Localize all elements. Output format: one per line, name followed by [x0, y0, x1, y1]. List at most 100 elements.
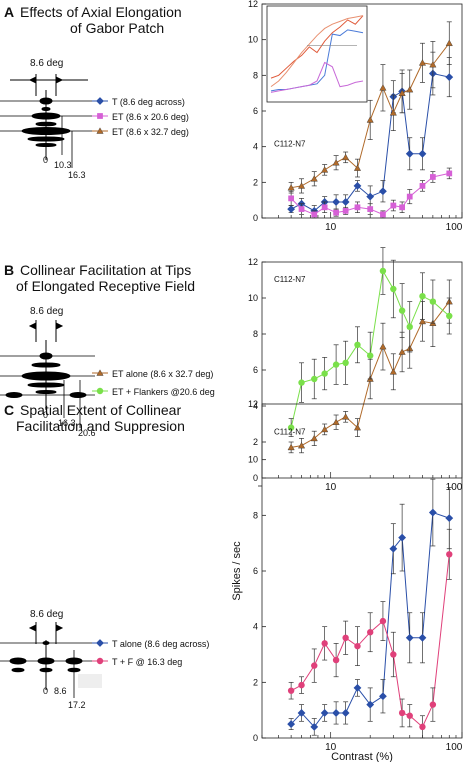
chart-0-series-2-point-1 — [297, 182, 306, 189]
chart-1-xtick-label-0: 10 — [325, 482, 337, 493]
panel-a-title-line2: of Gabor Patch — [70, 20, 165, 36]
panel-a-legend-2: ET (8.6 x 32.7 deg) — [112, 127, 189, 137]
chart-2-series-0-point-1 — [297, 709, 306, 717]
chart-2-xlabel: Contrast (%) — [331, 751, 393, 762]
chart-0-ytick-label-6: 12 — [248, 0, 258, 9]
chart-1-series-1-point-4 — [332, 361, 340, 368]
chart-2-series-0-point-0 — [287, 720, 296, 728]
schematic-b — [0, 320, 95, 428]
panel-a-mark-2: 16.3 — [68, 170, 86, 180]
chart-2-series-0-point-14 — [445, 514, 454, 523]
chart-2-series-0-point-5 — [341, 709, 350, 717]
chart-2-xtick-label-0: 10 — [325, 742, 337, 753]
chart-0-series-0-point-14 — [445, 73, 454, 82]
chart-0-inset-series-0 — [270, 15, 364, 79]
chart-0-ytick-label-3: 6 — [253, 106, 258, 116]
panel-c-mark-0: 0 — [43, 686, 49, 696]
chart-2-series-1-point-5 — [342, 634, 349, 641]
chart-2-series-1-point-14 — [446, 551, 453, 558]
chart-0-series-1-point-9 — [390, 202, 397, 209]
chart-1-series-1-point-10 — [398, 307, 406, 314]
panel-c-title: C Spatial Extent of Collinear Facilitati… — [4, 402, 185, 434]
chart-1-series-0-point-9 — [389, 368, 397, 375]
chart-1-series-0-point-5 — [342, 413, 350, 420]
chart-0-series-1-point-12 — [419, 183, 426, 189]
chart-0-series-2-point-12 — [418, 59, 427, 66]
chart-2-annotation: C112-N7 — [274, 428, 306, 437]
panel-c-mark-1: 8.6 — [54, 686, 67, 696]
chart-1-series-1-point-3 — [321, 370, 328, 377]
panel-c-letter: C — [4, 402, 15, 418]
chart-1-annotation: C112-N7 — [274, 275, 306, 284]
chart-1-series-0-point-10 — [398, 348, 406, 355]
panel-a-legend-0: T (8.6 deg across) — [112, 97, 185, 107]
chart-0: 0 2 4 6 8 10 12 10 100 C112-N7 — [248, 0, 463, 233]
chart-0-xtick-label-0: 10 — [325, 222, 337, 233]
chart-1-series-0-point-1 — [297, 441, 306, 449]
chart-2-ytick-label-6: 12 — [248, 399, 258, 409]
chart-0-xtick-label-1: 100 — [446, 222, 463, 233]
chart-2-series-1-point-6 — [354, 642, 361, 650]
chart-2-series-0-point-8 — [379, 692, 387, 701]
chart-1: 0 2 4 6 8 10 12 10 100 C112-N7 — [248, 247, 463, 493]
chart-2-ytick-label-0: 0 — [253, 733, 258, 743]
panel-b-title-line2: of Elongated Receptive Field — [16, 278, 195, 294]
chart-2-series-1-point-8 — [379, 617, 387, 625]
panel-b-legend-1: ET + Flankers @20.6 deg — [112, 387, 215, 397]
chart-0-series-1-point-2 — [311, 211, 318, 218]
panel-2-legend-marker-1 — [96, 657, 104, 665]
chart-0-series-0-point-11 — [405, 149, 414, 158]
chart-0-inset-series-3 — [270, 15, 364, 88]
chart-2-series-1-point-12 — [419, 723, 426, 731]
chart-1-series-0-point-12 — [418, 317, 427, 325]
panel-c-mark-2: 17.2 — [68, 700, 86, 710]
panel-b-mark-1: 16.3 — [58, 418, 76, 428]
chart-1-series-0-point-4 — [332, 418, 340, 425]
panel-a-mark-1: 10.3 — [54, 160, 72, 170]
panel-a-deg-label: 8.6 deg — [30, 58, 64, 69]
schematic-a — [0, 74, 95, 168]
chart-0-series-2-point-9 — [389, 109, 397, 116]
chart-0-ytick-label-4: 8 — [253, 70, 258, 80]
panel-a-title: A Effects of Axial Elongation of Gabor P… — [4, 4, 182, 36]
chart-0-series-0-point-12 — [418, 149, 427, 158]
chart-1-series-0-point-2 — [310, 434, 318, 442]
chart-1-series-1-point-11 — [406, 323, 413, 330]
panel-b-letter: B — [4, 262, 15, 278]
chart-0-series-2-point-7 — [366, 116, 374, 123]
chart-0-ytick-label-2: 4 — [253, 142, 258, 152]
chart-0-inset-frame — [266, 5, 368, 103]
chart-2-ytick-label-3: 6 — [253, 566, 258, 576]
chart-2-series-1-point-7 — [367, 629, 374, 636]
chart-0-annotation: C112-N7 — [274, 140, 306, 149]
panel-0-legend-marker-1 — [97, 113, 103, 119]
chart-0-series-1-point-4 — [333, 209, 339, 216]
chart-0-series-2-point-0 — [287, 184, 295, 191]
panel-1-legend-marker-1 — [96, 387, 104, 395]
chart-2-series-0-point-9 — [389, 544, 398, 553]
panel-b-mark-0: 0 — [43, 410, 49, 420]
chart-2-series-0-point-6 — [353, 683, 362, 692]
chart-2-series-1-point-9 — [390, 651, 397, 658]
chart-0-series-2-point-5 — [342, 153, 350, 161]
chart-2-series-0-point-7 — [366, 700, 375, 709]
chart-2-ylabel: Spikes / sec — [231, 541, 243, 601]
panel-c-legend-1: T + F @ 16.3 deg — [112, 657, 183, 667]
chart-2-series-0-point-3 — [320, 709, 329, 717]
chart-1-series-1-point-5 — [342, 359, 349, 366]
chart-1-series-1-point-2 — [311, 375, 318, 383]
chart-0-inset-series-2 — [270, 61, 364, 93]
panel-2-legend-marker-0 — [96, 639, 104, 647]
panel-b-title: B Collinear Facilitation at Tips of Elon… — [4, 262, 195, 294]
chart-2-ytick-label-4: 8 — [253, 510, 258, 520]
chart-1-ytick-label-5: 10 — [248, 293, 258, 303]
chart-2-series-1-point-1 — [298, 681, 305, 689]
chart-0-series-2-point-10 — [398, 89, 406, 96]
chart-0-series-2-point-13 — [429, 61, 437, 68]
chart-2-ytick-label-1: 2 — [253, 677, 258, 687]
chart-2-ytick-label-2: 4 — [253, 622, 258, 632]
chart-1-series-1-point-9 — [390, 285, 397, 293]
